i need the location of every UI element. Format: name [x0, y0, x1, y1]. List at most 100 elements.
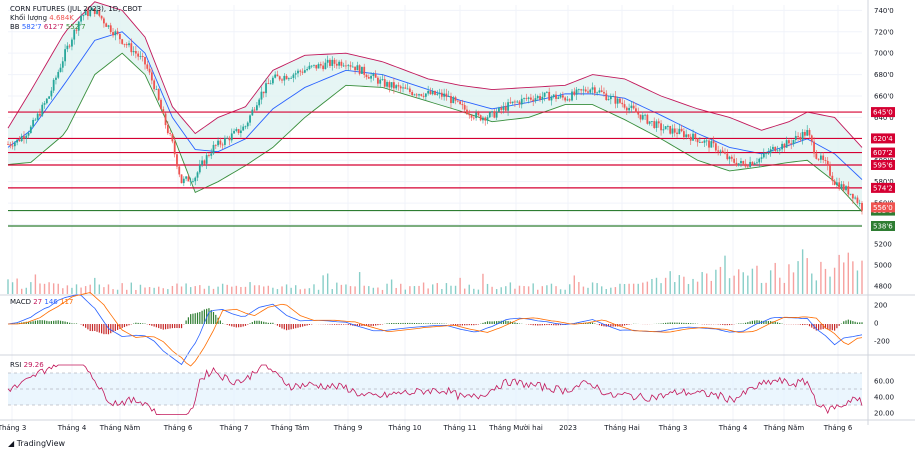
candle-body — [187, 176, 189, 181]
macd-histogram-bar — [238, 324, 239, 327]
candle-body — [245, 126, 247, 127]
macd-histogram-bar — [179, 324, 180, 328]
candle-body — [564, 98, 566, 101]
candle-body — [331, 60, 333, 66]
volume-bar — [601, 286, 602, 294]
volume-bar — [341, 285, 342, 294]
volume-bar — [99, 285, 100, 294]
volume-bar — [48, 282, 49, 294]
macd-histogram-bar — [800, 324, 801, 325]
candle-body — [60, 68, 62, 72]
volume-bar — [227, 285, 228, 294]
candle-body — [176, 154, 178, 166]
candle-body — [395, 85, 397, 88]
candle-body — [272, 78, 274, 84]
volume-bar — [546, 285, 547, 294]
candle-body — [439, 93, 441, 94]
candle-body — [551, 97, 553, 101]
candle-body — [811, 135, 813, 141]
candle-body — [854, 198, 856, 199]
macd-histogram-bar — [142, 323, 143, 324]
volume-bar — [21, 289, 22, 294]
macd-histogram-bar — [487, 321, 488, 324]
candle-body — [596, 92, 598, 93]
volume-bar — [112, 289, 113, 294]
candle-body — [226, 138, 228, 139]
volume-bar — [829, 277, 830, 294]
candle-body — [493, 111, 495, 117]
bb-lower-value: 552'7 — [66, 23, 86, 31]
candle-body — [12, 146, 14, 147]
macd-histogram-bar — [213, 312, 214, 324]
candle-body — [9, 144, 11, 145]
volume-bar — [669, 271, 670, 294]
macd-histogram-bar — [60, 321, 61, 324]
macd-histogram-bar — [686, 323, 687, 324]
candle-body — [194, 178, 196, 182]
candle-body — [580, 89, 582, 90]
candle-body — [626, 108, 628, 111]
candle-body — [318, 64, 320, 68]
volume-bar — [382, 290, 383, 294]
candle-body — [69, 46, 71, 47]
bb-legend: BB 582'7 612'7 552'7 — [10, 23, 86, 31]
candle-body — [222, 145, 224, 146]
macd-histogram-bar — [256, 321, 257, 324]
volume-legend-value: 4.684K — [49, 14, 74, 22]
volume-bar — [121, 283, 122, 294]
macd-histogram-bar — [208, 308, 209, 324]
macd-v1: 27 — [33, 298, 42, 306]
macd-histogram-bar — [380, 324, 381, 325]
candle-body — [57, 72, 59, 78]
time-tick-label: Tháng 6 — [163, 424, 193, 432]
time-tick-label: Tháng 9 — [333, 424, 363, 432]
macd-histogram-bar — [236, 324, 237, 327]
volume-bar — [852, 261, 853, 294]
rsi-legend: RSI 29.26 — [10, 361, 44, 369]
macd-histogram-bar — [254, 321, 255, 324]
candle-body — [382, 79, 384, 80]
candle-body — [295, 73, 297, 74]
candle-body — [532, 100, 534, 101]
candle-body — [829, 165, 831, 176]
candle-body — [146, 64, 148, 68]
last-price-label: 556'0 — [873, 204, 893, 212]
candle-body — [667, 126, 669, 127]
candle-body — [338, 62, 340, 66]
candle-body — [781, 144, 783, 149]
macd-histogram-bar — [386, 323, 387, 324]
macd-histogram-bar — [626, 324, 627, 325]
macd-histogram-bar — [348, 324, 349, 325]
volume-bar — [733, 276, 734, 294]
candle-body — [630, 106, 632, 108]
candle-body — [612, 96, 614, 97]
candle-body — [795, 136, 797, 140]
volume-bar — [427, 288, 428, 294]
volume-bar — [290, 288, 291, 294]
macd-histogram-bar — [268, 323, 269, 324]
macd-histogram-bar — [754, 321, 755, 324]
macd-histogram-bar — [44, 320, 45, 324]
macd-histogram-bar — [261, 321, 262, 324]
candle-body — [44, 103, 46, 105]
macd-histogram-bar — [42, 320, 43, 324]
candle-body — [537, 96, 539, 98]
volume-bar — [327, 274, 328, 294]
macd-histogram-bar — [777, 322, 778, 324]
candle-body — [804, 132, 806, 136]
volume-bar — [455, 286, 456, 294]
candle-body — [512, 102, 514, 103]
macd-histogram-bar — [122, 324, 123, 328]
macd-histogram-bar — [740, 323, 741, 324]
macd-histogram-bar — [400, 323, 401, 324]
volume-bar — [418, 286, 419, 294]
bb-upper-value: 612'7 — [44, 23, 64, 31]
volume-bar — [272, 288, 273, 294]
macd-histogram-bar — [286, 324, 287, 330]
candle-body — [322, 66, 324, 70]
macd-histogram-bar — [471, 324, 472, 325]
volume-bar — [195, 286, 196, 294]
macd-histogram-bar — [457, 324, 458, 325]
candle-body — [692, 134, 694, 141]
